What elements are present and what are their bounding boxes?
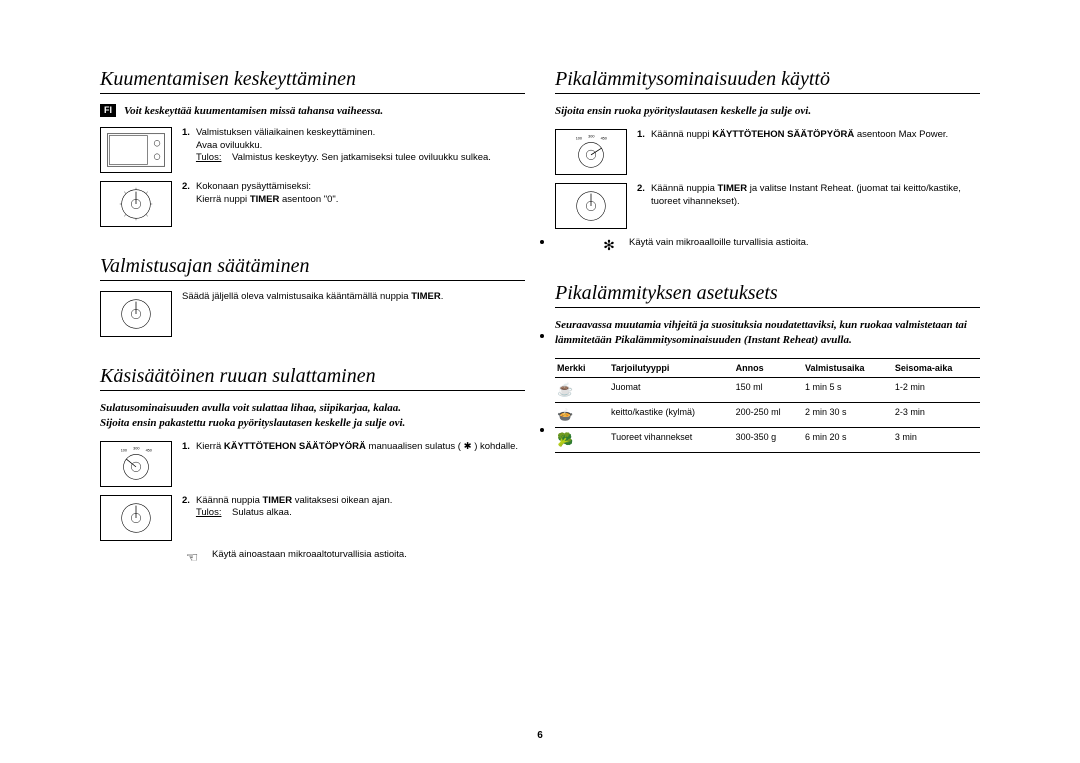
note-text: Käytä vain mikroaalloille turvallisia as… xyxy=(629,237,809,250)
svg-text:100: 100 xyxy=(576,136,582,140)
power-dial-illustration: 100 300 450 xyxy=(555,129,627,175)
timer-dial-illustration xyxy=(100,495,172,541)
step-text: Käännä nuppi KÄYTTÖTEHON SÄÄTÖPYÖRÄ asen… xyxy=(651,129,948,142)
step-number: 2. xyxy=(182,181,190,207)
heading-adjust-time: Valmistusajan säätäminen xyxy=(100,255,525,281)
page-number: 6 xyxy=(537,730,543,741)
step-number: 2. xyxy=(182,495,190,521)
right-column: Pikalämmitysominaisuuden käyttö Sijoita … xyxy=(555,60,980,566)
asterisk-icon: ✻ xyxy=(599,237,619,254)
heading-stop-cooking: Kuumentamisen keskeyttäminen xyxy=(100,68,525,94)
step-text: Käännä nuppia TIMER valitaksesi oikean a… xyxy=(196,495,392,521)
step-text: Kierrä KÄYTTÖTEHON SÄÄTÖPYÖRÄ manuaalise… xyxy=(196,441,518,454)
col-valmistusaika: Valmistusaika xyxy=(803,358,893,377)
step-row: 1. Valmistuksen väliaikainen keskeyttämi… xyxy=(100,127,525,173)
cup-icon: ☕ xyxy=(555,377,609,402)
vegetable-icon: 🥦 xyxy=(555,427,609,452)
step-number: 1. xyxy=(637,129,645,142)
timer-dial-illustration xyxy=(100,291,172,337)
microwave-illustration xyxy=(100,127,172,173)
settings-table: Merkki Tarjoilutyyppi Annos Valmistusaik… xyxy=(555,358,980,453)
table-row: 🍲 keitto/kastike (kylmä) 200-250 ml 2 mi… xyxy=(555,402,980,427)
step-text: Kokonaan pysäyttämiseksi: Kierrä nuppi T… xyxy=(196,181,338,207)
heading-reheat-settings: Pikalämmityksen asetuksets xyxy=(555,282,980,308)
col-tarjoilutyyppi: Tarjoilutyyppi xyxy=(609,358,734,377)
col-annos: Annos xyxy=(734,358,803,377)
table-row: 🥦 Tuoreet vihannekset 300-350 g 6 min 20… xyxy=(555,427,980,452)
svg-text:450: 450 xyxy=(601,136,607,140)
svg-text:300: 300 xyxy=(133,446,139,450)
note-text: Käytä ainoastaan mikroaaltoturvallisia a… xyxy=(212,549,407,562)
timer-dial-illustration xyxy=(555,183,627,229)
power-dial-illustration: 100 300 450 xyxy=(100,441,172,487)
step-row: 100 300 450 1. Kierrä KÄYTTÖTEHON SÄÄTÖPYÖ… xyxy=(100,441,525,487)
intro-text: Sijoita ensin ruoka pyörityslautasen kes… xyxy=(555,104,980,119)
step-row: Säädä jäljellä oleva valmistusaika käänt… xyxy=(100,291,525,337)
step-text: Käännä nuppia TIMER ja valitse Instant R… xyxy=(651,183,980,209)
svg-text:300: 300 xyxy=(588,134,594,138)
step-row: 2. Käännä nuppia TIMER ja valitse Instan… xyxy=(555,183,980,229)
left-column: Kuumentamisen keskeyttäminen FI Voit kes… xyxy=(100,60,525,566)
language-badge: FI xyxy=(100,104,116,117)
heading-quick-reheat: Pikalämmitysominaisuuden käyttö xyxy=(555,68,980,94)
step-row: 2. Kokonaan pysäyttämiseksi: Kierrä nupp… xyxy=(100,181,525,227)
bowl-icon: 🍲 xyxy=(555,402,609,427)
intro-text: Voit keskeyttää kuumentamisen missä taha… xyxy=(124,104,383,119)
heading-manual-defrost: Käsisäätöinen ruuan sulattaminen xyxy=(100,365,525,391)
table-header-row: Merkki Tarjoilutyyppi Annos Valmistusaik… xyxy=(555,358,980,377)
intro-text: Sulatusominaisuuden avulla voit sulattaa… xyxy=(100,401,525,431)
svg-text:450: 450 xyxy=(146,448,152,452)
note-row: ✻ Käytä vain mikroaalloille turvallisia … xyxy=(555,237,980,254)
step-text: Säädä jäljellä oleva valmistusaika käänt… xyxy=(182,291,443,304)
step-number: 2. xyxy=(637,183,645,209)
col-seisoma-aika: Seisoma-aika xyxy=(893,358,980,377)
col-merkki: Merkki xyxy=(555,358,609,377)
step-number: 1. xyxy=(182,441,190,454)
step-row: 100 300 450 1. Käännä nuppi KÄYTTÖTEHON SÄ… xyxy=(555,129,980,175)
table-row: ☕ Juomat 150 ml 1 min 5 s 1-2 min xyxy=(555,377,980,402)
step-row: 2. Käännä nuppia TIMER valitaksesi oikea… xyxy=(100,495,525,541)
pointing-hand-icon: ☜ xyxy=(182,549,202,566)
column-divider-dots xyxy=(540,240,544,432)
timer-dial-illustration xyxy=(100,181,172,227)
intro-row: FI Voit keskeyttää kuumentamisen missä t… xyxy=(100,104,525,119)
note-row: ☜ Käytä ainoastaan mikroaaltoturvallisia… xyxy=(100,549,525,566)
step-text: Valmistuksen väliaikainen keskeyttäminen… xyxy=(196,127,491,165)
svg-text:100: 100 xyxy=(121,448,127,452)
intro-text: Seuraavassa muutamia vihjeitä ja suositu… xyxy=(555,318,980,348)
step-number: 1. xyxy=(182,127,190,165)
